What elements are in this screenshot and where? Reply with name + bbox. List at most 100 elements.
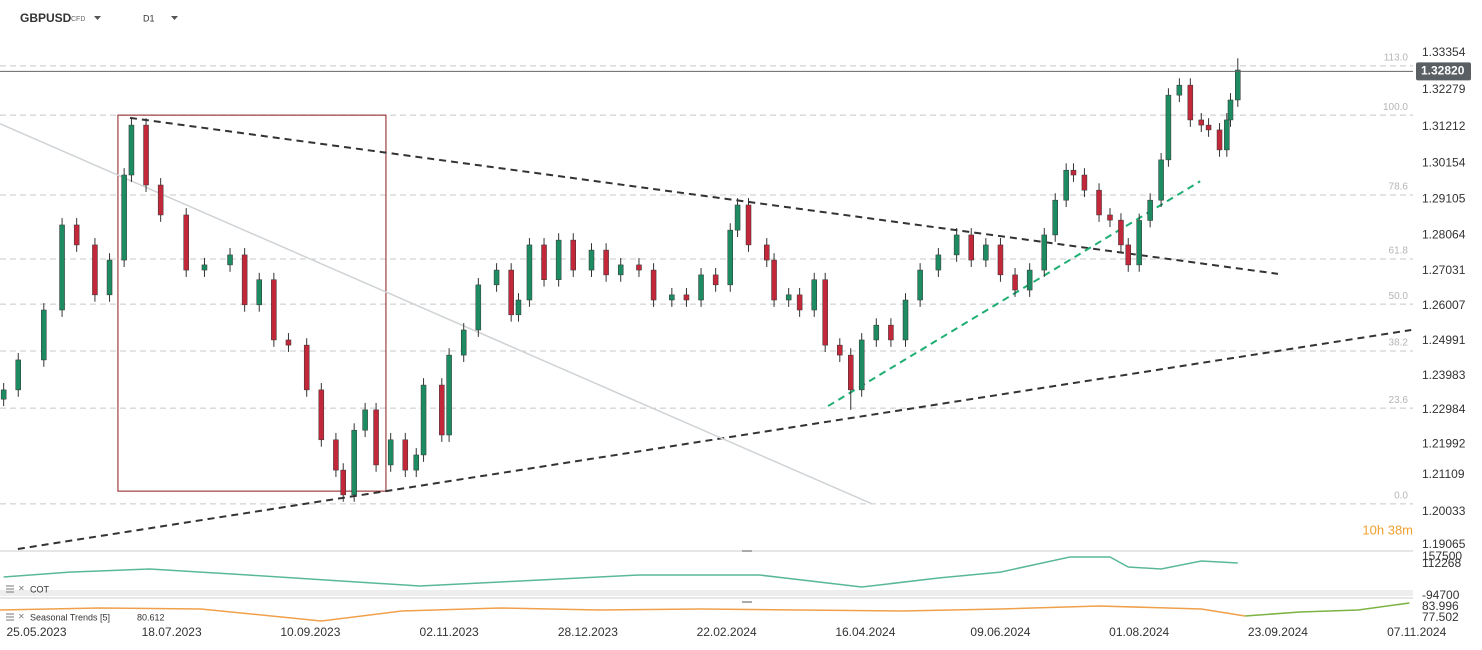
candle-body — [727, 229, 734, 286]
symbol-dropdown[interactable] — [94, 16, 101, 20]
candle-body — [303, 344, 310, 391]
date-label: 25.05.2023 — [6, 625, 66, 639]
fib-label: 78.6 — [1389, 182, 1409, 193]
candle-body — [106, 259, 113, 296]
candle-body — [1026, 269, 1033, 291]
candle-body — [796, 294, 803, 311]
candle-body — [771, 259, 777, 301]
interval[interactable]: D1 — [143, 13, 155, 23]
candle-body — [683, 294, 690, 301]
price-label: 1.29105 — [1422, 191, 1466, 205]
candle-body — [493, 269, 500, 286]
indicator-line — [0, 605, 1246, 622]
candle-body — [413, 454, 419, 471]
candle-body — [712, 274, 719, 286]
price-label: 1.24991 — [1422, 333, 1466, 347]
candle-body — [669, 294, 675, 301]
candle-body — [128, 124, 135, 176]
candle-body — [902, 299, 909, 341]
candle-body — [1205, 124, 1212, 131]
current-price-label: 1.32820 — [1421, 64, 1465, 78]
fib-label: 38.2 — [1389, 338, 1409, 349]
candle-body — [373, 409, 379, 466]
cot-title: COT — [30, 584, 50, 594]
candle-body — [650, 269, 657, 301]
date-label: 01.08.2024 — [1109, 625, 1169, 639]
price-label: 1.28064 — [1422, 227, 1466, 241]
candle-body — [698, 274, 704, 301]
candle-body — [837, 344, 843, 356]
panel-menu-icon[interactable] — [6, 585, 14, 593]
candle-body — [983, 244, 989, 261]
candle-body — [121, 174, 127, 261]
candle-body — [1235, 69, 1241, 101]
symbol[interactable]: GBPUSD — [20, 11, 72, 25]
candle-body — [241, 254, 248, 306]
seasonal-title: Seasonal Trends [5] — [30, 612, 110, 622]
candle-body — [811, 279, 817, 311]
candle-body — [570, 239, 577, 271]
candle-body — [157, 184, 164, 216]
price-label: 1.26007 — [1422, 298, 1466, 312]
price-label: 1.33354 — [1422, 45, 1466, 59]
candle-body — [888, 324, 894, 341]
candle-body — [1187, 84, 1194, 121]
candle-body — [285, 339, 292, 346]
panel-close[interactable]: ✕ — [18, 612, 25, 621]
candle-body — [636, 264, 642, 271]
indicator-axis-label: 77.502 — [1422, 610, 1459, 624]
candle-timer: 10h 38m — [1362, 522, 1413, 537]
candle-body — [402, 439, 409, 471]
date-label: 10.09.2023 — [280, 625, 340, 639]
candle-body — [997, 244, 1004, 276]
candle-body — [143, 124, 149, 186]
candle-body — [362, 409, 368, 431]
date-label: 22.02.2024 — [697, 625, 757, 639]
seasonal-value: 80.612 — [137, 612, 165, 622]
candle-body — [15, 359, 22, 391]
candle-body — [526, 244, 533, 301]
candle-body — [515, 299, 522, 316]
candle-body — [59, 224, 65, 311]
date-label: 07.11.2024 — [1387, 625, 1446, 639]
price-label: 1.23983 — [1422, 368, 1466, 382]
interval-dropdown[interactable] — [171, 16, 178, 20]
panel-resize-handle[interactable] — [742, 550, 752, 552]
fib-label: 0.0 — [1394, 490, 1408, 501]
candle-body — [953, 234, 960, 256]
candle-body — [555, 239, 562, 280]
candle-body — [460, 329, 467, 356]
candle-body — [1165, 94, 1172, 161]
trendline — [129, 116, 1279, 275]
candle-body — [764, 244, 770, 261]
indicator-axis-label: 83.996 — [1422, 599, 1459, 613]
price-label: 1.32279 — [1422, 82, 1466, 96]
panel-resize-handle[interactable] — [742, 601, 752, 603]
candle-body — [785, 294, 792, 301]
candle-body — [340, 469, 346, 496]
price-label: 1.21109 — [1422, 467, 1465, 481]
candle-body — [1136, 220, 1142, 266]
candle-body — [1216, 129, 1223, 151]
date-label: 23.09.2024 — [1248, 625, 1308, 639]
candle-body — [420, 384, 427, 456]
candle-body — [935, 254, 942, 271]
candle-body — [318, 389, 325, 441]
candle-body — [1198, 119, 1205, 126]
candle-body — [617, 264, 624, 276]
candle-body — [1063, 169, 1069, 201]
candle-body — [73, 224, 80, 246]
instrument-type: CFD — [71, 16, 85, 23]
candle-body — [1158, 159, 1164, 201]
indicator-axis-label: -94700 — [1422, 588, 1460, 602]
candle-body — [256, 279, 262, 306]
candle-body — [1041, 234, 1048, 271]
candle-body — [541, 244, 547, 280]
trendline — [0, 123, 873, 505]
panel-menu-icon[interactable] — [6, 613, 14, 621]
panel-close[interactable]: ✕ — [18, 584, 25, 593]
candle-body — [745, 204, 752, 246]
box-drawing — [117, 114, 387, 492]
